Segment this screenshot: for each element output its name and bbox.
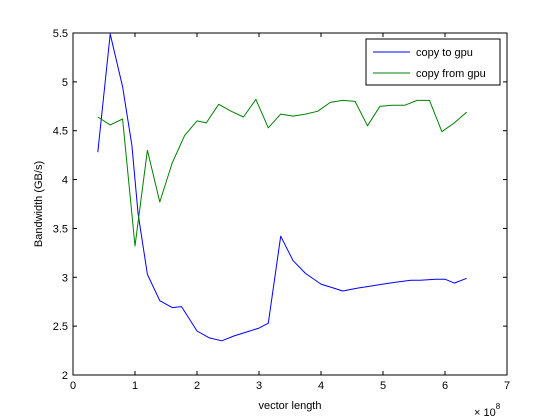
- y-tick-label-4: 4: [62, 175, 68, 187]
- x-exponent-label: × 108: [474, 402, 501, 419]
- plot-area: [73, 33, 507, 375]
- y-tick-label-2-5: 2.5: [53, 321, 68, 333]
- y-tick-label-3: 3: [62, 272, 68, 284]
- legend-label-copy-to-gpu: copy to gpu: [416, 47, 473, 59]
- y-tick-label-2: 2: [62, 370, 68, 382]
- x-tick-label-3: 3: [256, 380, 262, 392]
- series-lines: [97, 33, 468, 342]
- y-tick-label-5: 5: [62, 77, 68, 89]
- series-line-copy-to-gpu: [97, 33, 467, 342]
- y-axis-label: Bandwidth (GB/s): [33, 161, 45, 247]
- tick-labels: 0 1 2 3 4 5 6 7 2 2.5 3 3.5 4 4.5 5 5.5: [53, 28, 510, 392]
- x-tick-label-4: 4: [318, 380, 324, 392]
- series-line-copy-from-gpu: [97, 98, 468, 247]
- x-tick-label-6: 6: [442, 380, 448, 392]
- x-tick-label-1: 1: [132, 380, 138, 392]
- y-tick-label-4-5: 4.5: [53, 126, 68, 138]
- x-tick-label-7: 7: [504, 380, 510, 392]
- legend-box: [365, 38, 501, 86]
- x-exponent-base: × 10: [474, 407, 496, 419]
- x-tick-label-5: 5: [380, 380, 386, 392]
- y-tick-label-5-5: 5.5: [53, 28, 68, 40]
- legend-label-copy-from-gpu: copy from gpu: [416, 68, 486, 80]
- x-exponent-power: 8: [496, 402, 501, 411]
- y-tick-label-3-5: 3.5: [53, 223, 68, 235]
- x-axis-label: vector length: [259, 400, 322, 412]
- plot-frame: [72, 32, 508, 376]
- x-tick-label-0: 0: [70, 380, 76, 392]
- legend: copy to gpu copy from gpu: [365, 38, 501, 86]
- x-tick-label-2: 2: [194, 380, 200, 392]
